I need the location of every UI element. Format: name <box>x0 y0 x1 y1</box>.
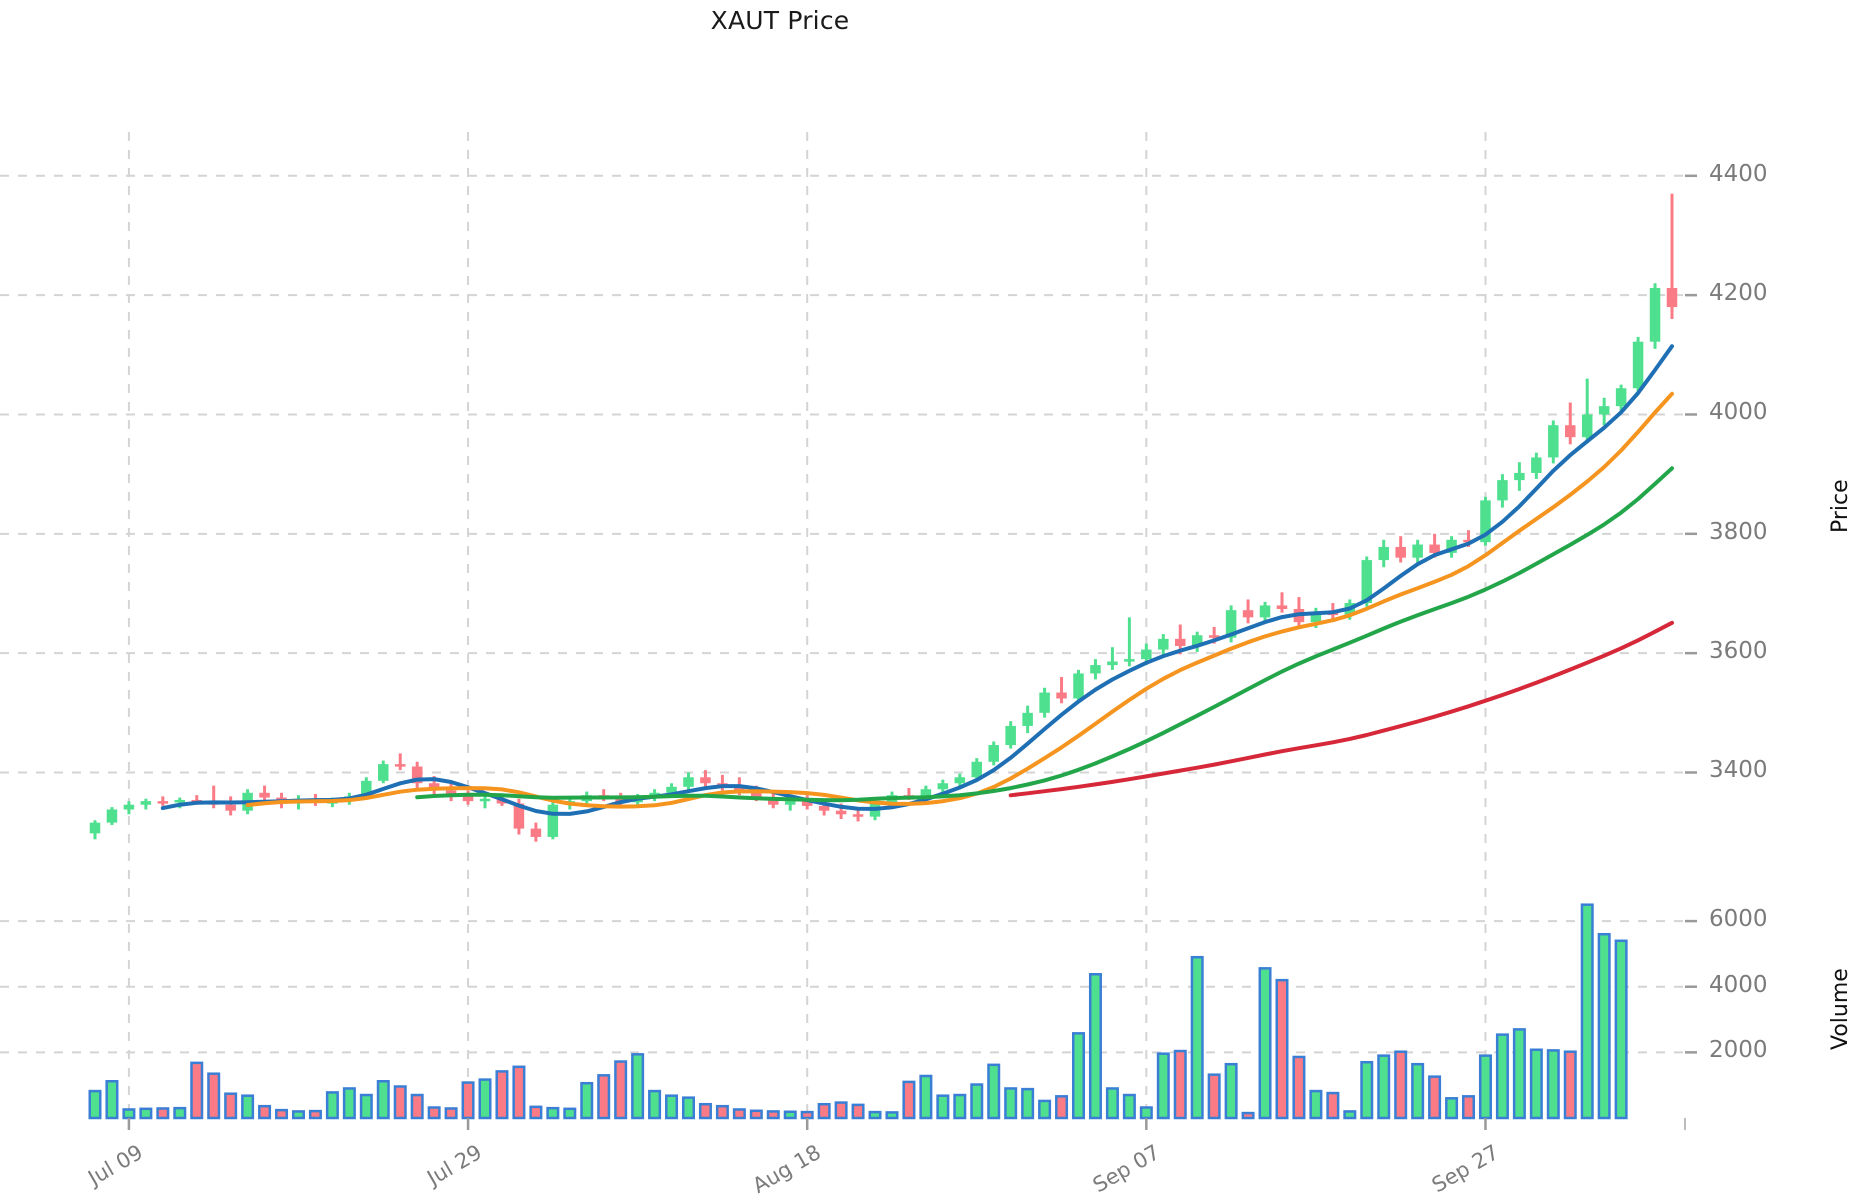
volume-tick-label: 2000 <box>1709 1037 1768 1064</box>
page-title: XAUT Price <box>710 6 850 35</box>
price-tick-label: 4200 <box>1709 280 1768 307</box>
volume-tick-label: 6000 <box>1709 906 1768 933</box>
price-tick-label: 3800 <box>1709 518 1768 545</box>
price-axis-title: Price <box>1828 479 1853 533</box>
volume-bars <box>88 903 1628 1120</box>
volume-tick-label: 4000 <box>1709 971 1768 998</box>
price-tick-label: 3400 <box>1709 757 1768 784</box>
price-tick-label: 3600 <box>1709 638 1768 665</box>
axis-tick-marks <box>127 174 1697 1130</box>
price-candles <box>89 193 1678 842</box>
grid-lines <box>0 132 1685 1128</box>
price-tick-label: 4000 <box>1709 399 1768 426</box>
volume-axis-title: Volume <box>1828 967 1853 1050</box>
moving-average-lines <box>160 344 1674 816</box>
price-tick-label: 4400 <box>1709 160 1768 187</box>
